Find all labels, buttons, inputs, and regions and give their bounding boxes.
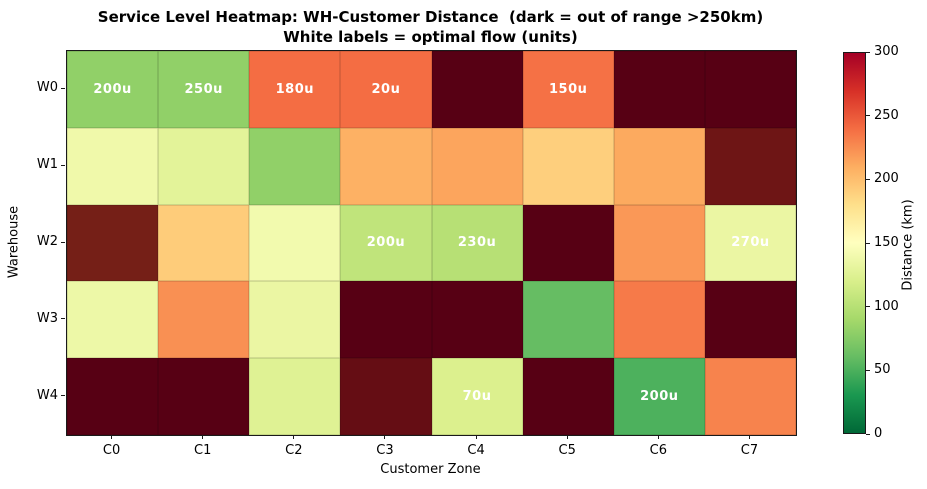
y-tick-label-W3: W3 [36, 310, 58, 326]
x-tick-mark [202, 435, 204, 439]
heatmap-grid: 200u 250u 180u 20u 150u 200u 230u 270u 70u 200u [67, 51, 796, 435]
x-tick-mark [657, 435, 659, 439]
heatmap-cell-W0-C3: 20u [340, 51, 432, 128]
colorbar-tick-label-100: 100 [874, 298, 899, 314]
flow-label-W2-C7: 270u [731, 235, 770, 251]
flow-label-W0-C3: 20u [371, 81, 401, 97]
chart-title-line2: White labels = optimal flow (units) [283, 28, 578, 46]
heatmap-cell-W1-C4 [431, 127, 523, 205]
heatmap-cell-W0-C1: 250u [158, 51, 250, 128]
heatmap-cell-W3-C4 [431, 281, 523, 359]
flow-label-W0-C0: 200u [93, 81, 132, 97]
x-tick-label-C6: C6 [649, 443, 667, 458]
heatmap-cell-W2-C3: 200u [340, 204, 432, 282]
colorbar-tick-mark [866, 242, 870, 244]
heatmap-cell-W3-C5 [522, 281, 614, 359]
heatmap-cell-W1-C7 [704, 127, 796, 205]
x-tick-label-C4: C4 [467, 443, 485, 458]
heatmap-cell-W4-C6: 200u [613, 358, 705, 435]
colorbar-tick-label-150: 150 [874, 235, 899, 250]
heatmap-cell-W3-C0 [67, 281, 159, 359]
x-tick-mark [111, 435, 113, 439]
chart-title: Service Level Heatmap: WH-Customer Dista… [66, 7, 795, 47]
y-tick-label-W2: W2 [36, 234, 58, 249]
heatmap-cell-W1-C1 [158, 127, 250, 205]
heatmap-cell-W1-C6 [613, 127, 705, 205]
heatmap-cell-W0-C7 [704, 51, 796, 128]
chart-title-line1: Service Level Heatmap: WH-Customer Dista… [97, 8, 764, 26]
x-tick-label-C7: C7 [740, 443, 759, 458]
flow-label-W0-C1: 250u [184, 81, 223, 97]
heatmap-cell-W3-C6 [613, 281, 705, 359]
flow-label-W2-C3: 200u [366, 235, 406, 251]
heatmap-cell-W1-C5 [522, 127, 614, 205]
colorbar-tick-mark [866, 433, 870, 435]
flow-label-W0-C2: 180u [275, 81, 315, 97]
y-tick-mark [61, 164, 65, 166]
heatmap-cell-W0-C2: 180u [249, 51, 341, 128]
x-tick-label-C3: C3 [376, 443, 394, 458]
flow-label-W2-C4: 230u [457, 235, 497, 251]
colorbar-tick-mark [866, 115, 870, 117]
heatmap-cell-W4-C7 [704, 358, 796, 435]
x-tick-label-C0: C0 [102, 443, 121, 458]
colorbar-tick-label-300: 300 [874, 44, 899, 59]
heatmap-cell-W4-C5 [522, 358, 614, 435]
heatmap-cell-W4-C2 [249, 358, 341, 435]
x-tick-label-C5: C5 [558, 443, 576, 458]
heatmap-cell-W0-C6 [613, 51, 705, 128]
colorbar-tick-label-0: 0 [874, 426, 883, 441]
y-tick-label-W0: W0 [36, 80, 58, 96]
x-tick-label-C1: C1 [194, 443, 212, 458]
heatmap-cell-W3-C2 [249, 281, 341, 359]
heatmap-cell-W2-C5 [522, 204, 614, 282]
x-tick-mark [566, 435, 568, 439]
heatmap-cell-W3-C7 [704, 281, 796, 359]
y-tick-mark [61, 318, 65, 320]
heatmap-cell-W1-C2 [249, 127, 341, 205]
y-tick-mark [61, 395, 65, 397]
plot-area: 200u 250u 180u 20u 150u 200u 230u 270u 70u 200u [66, 50, 797, 436]
heatmap-cell-W0-C5: 150u [522, 51, 614, 128]
heatmap-cell-W1-C0 [67, 127, 159, 205]
y-tick-mark [61, 241, 65, 243]
heatmap-cell-W3-C3 [340, 281, 432, 359]
heatmap-cell-W2-C1 [158, 204, 250, 282]
colorbar-tick-mark [866, 306, 870, 308]
heatmap-cell-W2-C7: 270u [704, 204, 796, 282]
heatmap-cell-W2-C6 [613, 204, 705, 282]
colorbar-tick-label-200: 200 [874, 171, 899, 187]
heatmap-cell-W3-C1 [158, 281, 250, 359]
x-tick-mark [748, 435, 750, 439]
heatmap-cell-W0-C0: 200u [67, 51, 159, 128]
heatmap-cell-W1-C3 [340, 127, 432, 205]
colorbar-gradient [843, 52, 866, 434]
x-tick-mark [384, 435, 386, 439]
y-tick-label-W4: W4 [36, 387, 58, 403]
x-tick-mark [475, 435, 477, 439]
flow-label-W4-C6: 200u [640, 389, 679, 405]
colorbar-tick-mark [866, 178, 870, 180]
heatmap-cell-W4-C4: 70u [431, 358, 523, 435]
x-axis-label: Customer Zone [380, 462, 481, 477]
heatmap-cell-W4-C1 [158, 358, 250, 435]
heatmap-cell-W4-C3 [340, 358, 432, 435]
heatmap-cell-W2-C4: 230u [431, 204, 523, 282]
y-tick-label-W1: W1 [36, 157, 58, 173]
heatmap-cell-W2-C2 [249, 204, 341, 282]
colorbar-tick-mark [866, 51, 870, 53]
heatmap-cell-W4-C0 [67, 358, 159, 435]
flow-label-W0-C5: 150u [548, 81, 588, 97]
heatmap-cell-W2-C0 [67, 204, 159, 282]
y-tick-mark [61, 87, 65, 89]
colorbar-tick-label-250: 250 [874, 107, 899, 123]
flow-label-W4-C4: 70u [462, 389, 492, 405]
colorbar-tick-mark [866, 369, 870, 371]
heatmap-cell-W0-C4 [431, 51, 523, 128]
colorbar-label: Distance (km) [900, 199, 916, 291]
colorbar-tick-label-50: 50 [874, 362, 891, 378]
x-tick-mark [293, 435, 295, 439]
x-tick-label-C2: C2 [285, 443, 303, 458]
